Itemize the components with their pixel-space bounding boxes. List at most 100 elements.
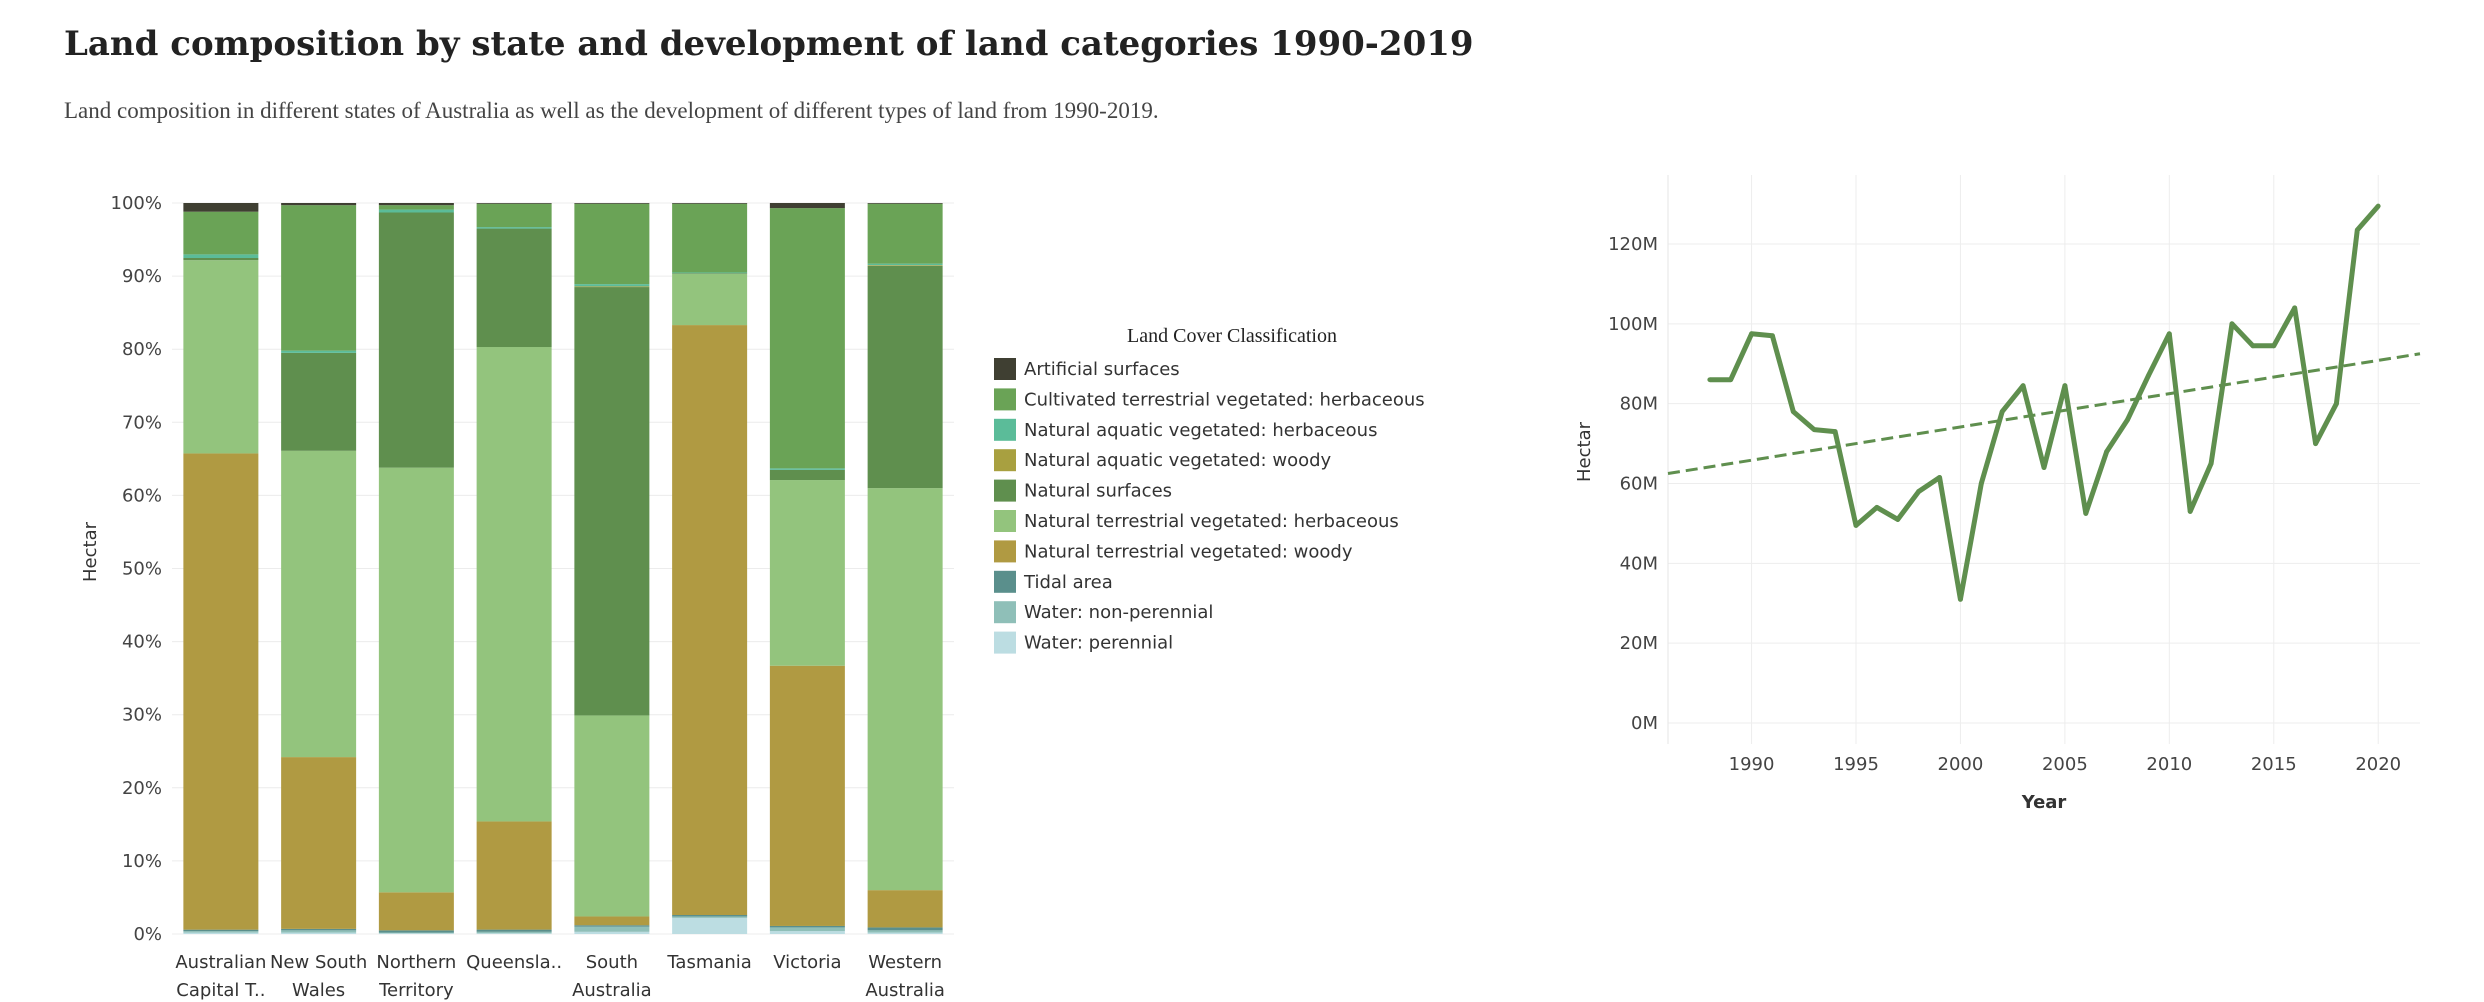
- bar-y-tick-label: 50%: [122, 559, 162, 580]
- line-data-point: [1790, 409, 1796, 415]
- bar-x-tick-label: New South: [270, 952, 367, 973]
- bar-segment: [574, 931, 650, 934]
- bar-segment: [281, 932, 357, 934]
- line-data-point: [1811, 427, 1817, 433]
- bar-segment: [769, 203, 845, 209]
- line-chart-x-tick-labels: 1990 1995 2000 2005 2010 2015 2020: [1729, 754, 2401, 775]
- line-y-tick-label: 20M: [1620, 633, 1658, 654]
- bar-y-tick-label: 20%: [122, 778, 162, 799]
- bar-segment: [378, 930, 454, 933]
- line-x-tick-label: 2015: [2251, 754, 2297, 775]
- line-x-tick-label: 2000: [1938, 754, 1984, 775]
- bar-segment: [183, 453, 259, 930]
- bar-segment: [574, 926, 650, 932]
- stacked-bar-chart: 0% 10% 20% 30% 40% 50% 60% 70% 80% 90% 100% Austra…: [80, 193, 954, 1001]
- bar-segment: [281, 205, 357, 351]
- line-data-point: [2292, 305, 2298, 311]
- bar-segment: [281, 450, 357, 758]
- bar-x-tick-label: Northern: [376, 952, 456, 973]
- bar-segment: [867, 265, 943, 489]
- line-y-tick-label: 0M: [1631, 713, 1658, 734]
- line-data-point: [2250, 343, 2256, 349]
- line-chart-points: [1707, 203, 2381, 602]
- bar-segment: [378, 209, 454, 213]
- bar-segment: [672, 325, 748, 915]
- bar-x-tick-label: Wales: [292, 980, 345, 1001]
- bar-x-tick-label: Capital T..: [176, 980, 265, 1001]
- bar-segment: [378, 467, 454, 893]
- line-data-point: [1978, 481, 1984, 486]
- bar-segment: [476, 933, 552, 934]
- line-data-point: [2041, 465, 2047, 470]
- bar-segment: [183, 932, 259, 934]
- bar-segment: [769, 468, 845, 470]
- page-title: Land composition by state and developmen…: [64, 24, 1474, 64]
- bar-segment: [672, 272, 748, 274]
- line-data-point: [2229, 321, 2235, 327]
- bar-chart-bars: [183, 203, 943, 934]
- bar-segment: [867, 203, 943, 264]
- bar-segment: [574, 715, 650, 917]
- bar-segment: [672, 273, 748, 326]
- legend-item-label: Natural aquatic vegetated: woody: [1024, 450, 1332, 471]
- bar-segment: [769, 931, 845, 934]
- line-data-point: [2083, 511, 2089, 516]
- line-data-point: [1937, 475, 1942, 480]
- bar-segment: [769, 469, 845, 481]
- bar-segment: [672, 917, 748, 934]
- bar-segment: [281, 928, 357, 931]
- legend-swatch: [994, 510, 1016, 532]
- line-y-tick-label: 80M: [1620, 394, 1658, 415]
- legend-item-label: Natural aquatic vegetated: herbaceous: [1024, 420, 1377, 441]
- line-y-tick-label: 120M: [1608, 234, 1658, 255]
- bar-segment: [574, 286, 650, 288]
- bar-segment: [672, 914, 748, 917]
- legend-swatch: [994, 388, 1016, 411]
- line-x-tick-label: 2005: [2042, 754, 2088, 775]
- bar-segment: [574, 287, 650, 716]
- bar-segment: [769, 208, 845, 469]
- bar-segment: [378, 932, 454, 934]
- line-y-tick-label: 100M: [1608, 314, 1658, 335]
- line-chart-y-tick-labels: 0M 20M 40M 60M 80M 100M 120M: [1608, 234, 1658, 734]
- legend-item-label: Water: non-perennial: [1024, 602, 1213, 623]
- bar-segment: [867, 265, 943, 266]
- legend: Land Cover Classification Artificial sur…: [994, 325, 1425, 654]
- line-data-point: [1874, 505, 1880, 510]
- line-data-point: [2125, 417, 2130, 423]
- bar-segment: [476, 821, 552, 930]
- line-chart-y-axis-label: Hectar: [1574, 421, 1595, 482]
- legend-item-label: Natural terrestrial vegetated: herbaceou…: [1024, 511, 1399, 532]
- bar-segment: [867, 263, 943, 266]
- bar-segment: [183, 260, 259, 454]
- bar-segment: [672, 203, 748, 273]
- bar-y-tick-label: 40%: [122, 632, 162, 653]
- bar-segment: [769, 927, 845, 932]
- bar-segment: [574, 916, 650, 926]
- legend-item-label: Natural terrestrial vegetated: woody: [1024, 541, 1353, 562]
- bar-segment: [672, 916, 748, 918]
- bar-segment: [183, 258, 259, 261]
- bar-segment: [281, 350, 357, 353]
- line-x-tick-label: 2010: [2146, 754, 2192, 775]
- bar-segment: [378, 205, 454, 210]
- line-data-point: [1895, 517, 1901, 522]
- legend-item-label: Tidal area: [1023, 572, 1113, 593]
- legend-title: Land Cover Classification: [1127, 325, 1337, 347]
- legend-swatch: [994, 449, 1016, 472]
- line-data-point: [2375, 203, 2381, 209]
- line-data-point: [2166, 331, 2172, 337]
- bar-segment: [378, 892, 454, 931]
- line-data-point: [2354, 227, 2360, 233]
- bar-segment: [281, 203, 357, 206]
- bar-segment: [378, 203, 454, 206]
- bar-segment: [183, 929, 259, 932]
- page-subtitle: Land composition in different states of …: [64, 98, 1159, 123]
- bar-chart-x-tick-labels: Australian Capital T..New South Wales North…: [175, 952, 945, 1001]
- legend-swatch: [994, 479, 1016, 502]
- legend-swatch: [994, 358, 1016, 380]
- legend-item-label: Water: perennial: [1024, 633, 1173, 654]
- legend-item-label: Cultivated terrestrial vegetated: herbac…: [1024, 389, 1425, 410]
- bar-chart-y-axis-label: Hectar: [80, 521, 101, 582]
- line-data-point: [2187, 509, 2193, 514]
